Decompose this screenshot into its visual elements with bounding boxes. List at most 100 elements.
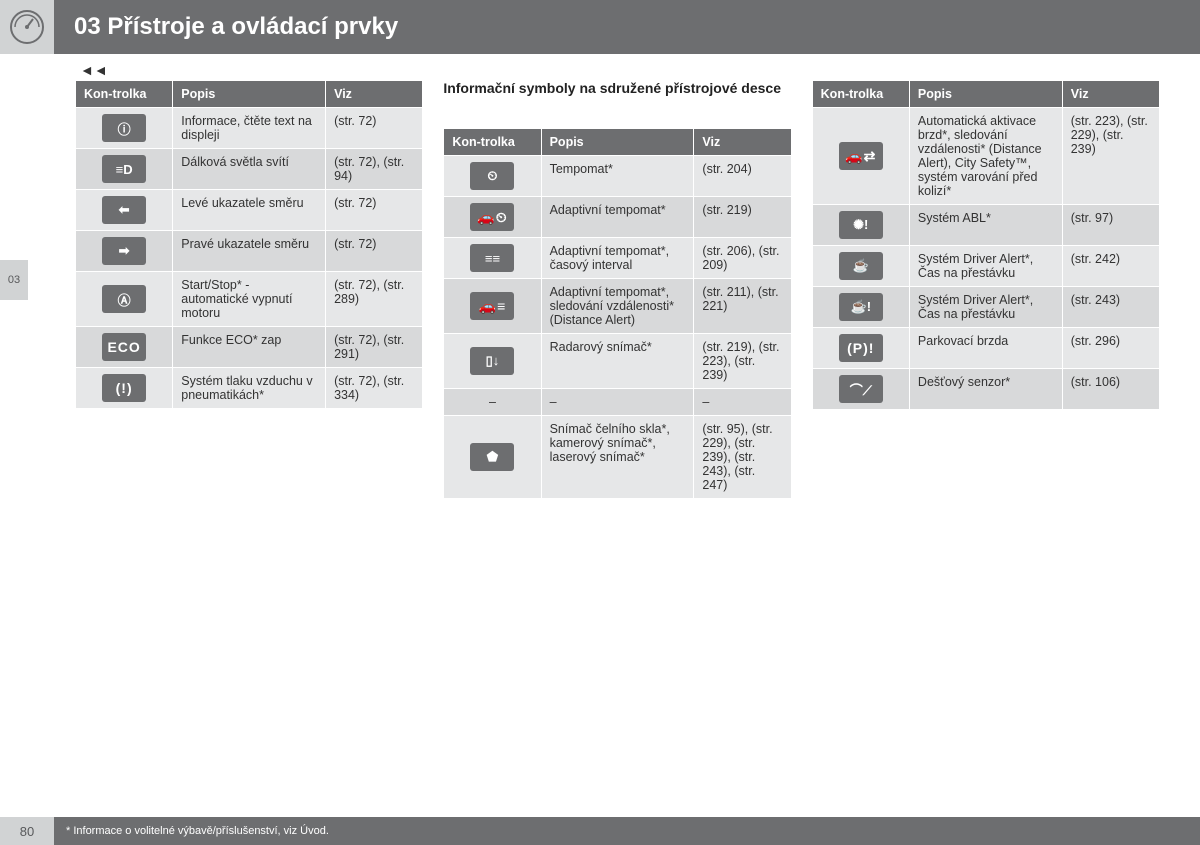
th-popis: Popis bbox=[909, 81, 1062, 108]
indicator-icon-cell: 🚗⇄ bbox=[812, 108, 909, 205]
page-title: 03 Přístroje a ovládací prvky bbox=[74, 13, 398, 41]
ref-cell: (str. 72), (str. 289) bbox=[326, 272, 423, 327]
th-viz: Viz bbox=[326, 81, 423, 108]
indicator-icon-cell: ⬅ bbox=[76, 190, 173, 231]
indicator-icon-cell: 🚗⏲ bbox=[444, 197, 541, 238]
indicator-symbol-icon: ≡≡ bbox=[470, 244, 514, 272]
indicator-icon-cell: (!) bbox=[76, 368, 173, 409]
indicator-icon-cell: ➡ bbox=[76, 231, 173, 272]
desc-cell: Funkce ECO* zap bbox=[173, 327, 326, 368]
indicator-symbol-icon: 🚗⇄ bbox=[839, 142, 883, 170]
indicator-icon-cell: ☕! bbox=[812, 287, 909, 328]
middle-heading: Informační symboly na sdružené přístrojo… bbox=[443, 80, 791, 120]
indicator-symbol-icon: ⌒⟋ bbox=[839, 375, 883, 403]
desc-cell: Systém ABL* bbox=[909, 205, 1062, 246]
indicator-symbol-icon: ⏲ bbox=[470, 162, 514, 190]
gauge-icon bbox=[0, 0, 54, 54]
ref-cell: (str. 243) bbox=[1062, 287, 1159, 328]
desc-cell: Tempomat* bbox=[541, 156, 694, 197]
indicator-symbol-icon: Ⓐ bbox=[102, 285, 146, 313]
table-row: ⬅Levé ukazatele směru(str. 72) bbox=[76, 190, 423, 231]
table-left: Kon-trolka Popis Viz ⓘInformace, čtěte t… bbox=[75, 80, 423, 409]
ref-cell: (str. 72) bbox=[326, 108, 423, 149]
desc-cell: Systém Driver Alert*, Čas na přestávku bbox=[909, 246, 1062, 287]
table-row: (P)! Parkovací brzda(str. 296) bbox=[812, 328, 1159, 369]
indicator-icon-cell: Ⓐ bbox=[76, 272, 173, 327]
ref-cell: (str. 204) bbox=[694, 156, 791, 197]
page-header: 03 Přístroje a ovládací prvky bbox=[0, 0, 1200, 54]
desc-cell: Snímač čelního skla*, kamerový snímač*, … bbox=[541, 416, 694, 499]
table-row: ECOFunkce ECO* zap(str. 72), (str. 291) bbox=[76, 327, 423, 368]
content-area: Kon-trolka Popis Viz ⓘ Informace, čtěte t… bbox=[75, 80, 1160, 499]
desc-cell: Systém Driver Alert*, Čas na přestávku bbox=[909, 287, 1062, 328]
ref-cell: (str. 72), (str. 291) bbox=[326, 327, 423, 368]
ref-cell: (str. 95), (str. 229), (str. 239), (str.… bbox=[694, 416, 791, 499]
indicator-symbol-icon: ☕! bbox=[839, 293, 883, 321]
table-row: ≡DDálková světla svítí(str. 72), (str. 9… bbox=[76, 149, 423, 190]
indicator-symbol-icon: 🚗≡ bbox=[470, 292, 514, 320]
indicator-symbol-icon: ⓘ bbox=[102, 114, 146, 142]
desc-cell: Dešťový senzor* bbox=[909, 369, 1062, 410]
ref-cell: (str. 211), (str. 221) bbox=[694, 279, 791, 334]
indicator-symbol-icon: 🚗⏲ bbox=[470, 203, 514, 231]
desc-cell: Informace, čtěte text na displeji bbox=[173, 108, 326, 149]
column-left: Kon-trolka Popis Viz ⓘInformace, čtěte t… bbox=[75, 80, 423, 499]
ref-cell: (str. 97) bbox=[1062, 205, 1159, 246]
indicator-icon-cell: 🚗≡ bbox=[444, 279, 541, 334]
table-row: 🚗≡ Adaptivní tempomat*, sledování vzdálen… bbox=[444, 279, 791, 334]
table-middle: Kon-trolka Popis Viz ⏲Tempomat*(str. 204… bbox=[443, 128, 791, 499]
indicator-icon-cell: ⏲ bbox=[444, 156, 541, 197]
indicator-symbol-icon: ⬟ bbox=[470, 443, 514, 471]
ref-cell: (str. 219) bbox=[694, 197, 791, 238]
th-kontrolka: Kon-trolka bbox=[76, 81, 173, 108]
indicator-symbol-icon: (!) bbox=[102, 374, 146, 402]
indicator-symbol-icon: ▯↓ bbox=[470, 347, 514, 375]
ref-cell: (str. 296) bbox=[1062, 328, 1159, 369]
th-popis: Popis bbox=[541, 129, 694, 156]
indicator-symbol-icon: ➡ bbox=[102, 237, 146, 265]
table-row: ✺! Systém ABL*(str. 97) bbox=[812, 205, 1159, 246]
indicator-symbol-icon: ⬅ bbox=[102, 196, 146, 224]
indicator-symbol-icon: ≡D bbox=[102, 155, 146, 183]
desc-cell: Adaptivní tempomat*, časový interval bbox=[541, 238, 694, 279]
desc-cell: Pravé ukazatele směru bbox=[173, 231, 326, 272]
ref-cell: (str. 72), (str. 334) bbox=[326, 368, 423, 409]
table-row: Ⓐ Start/Stop* - automatické vypnutí motor… bbox=[76, 272, 423, 327]
desc-cell: Automatická aktivace brzd*, sledování vz… bbox=[909, 108, 1062, 205]
table-row: 🚗⇄ Automatická aktivace brzd*, sledování … bbox=[812, 108, 1159, 205]
indicator-icon-cell: (P)! bbox=[812, 328, 909, 369]
indicator-icon-cell: ✺! bbox=[812, 205, 909, 246]
desc-cell: Adaptivní tempomat* bbox=[541, 197, 694, 238]
th-viz: Viz bbox=[1062, 81, 1159, 108]
indicator-icon-cell: ⌒⟋ bbox=[812, 369, 909, 410]
indicator-symbol-icon: (P)! bbox=[839, 334, 883, 362]
desc-cell: Start/Stop* - automatické vypnutí motoru bbox=[173, 272, 326, 327]
indicator-icon-cell: ECO bbox=[76, 327, 173, 368]
table-row: (!)Systém tlaku vzduchu v pneumatikách*(… bbox=[76, 368, 423, 409]
table-row: ▯↓ Radarový snímač*(str. 219), (str. 223)… bbox=[444, 334, 791, 389]
th-kontrolka: Kon-trolka bbox=[812, 81, 909, 108]
footer-note: * Informace o volitelné výbavě/příslušen… bbox=[66, 825, 329, 837]
nav-prev-icon: ◄◄ bbox=[80, 62, 108, 78]
page-footer: 80 * Informace o volitelné výbavě/příslu… bbox=[0, 817, 1200, 845]
ref-cell: (str. 242) bbox=[1062, 246, 1159, 287]
ref-cell: (str. 219), (str. 223), (str. 239) bbox=[694, 334, 791, 389]
desc-cell: Parkovací brzda bbox=[909, 328, 1062, 369]
desc-cell: Dálková světla svítí bbox=[173, 149, 326, 190]
desc-cell: Radarový snímač* bbox=[541, 334, 694, 389]
ref-cell: (str. 106) bbox=[1062, 369, 1159, 410]
ref-cell: (str. 223), (str. 229), (str. 239) bbox=[1062, 108, 1159, 205]
table-row: ⏲ Tempomat*(str. 204) bbox=[444, 156, 791, 197]
table-row: ⬟ Snímač čelního skla*, kamerový snímač*,… bbox=[444, 416, 791, 499]
indicator-icon-cell: ⓘ bbox=[76, 108, 173, 149]
table-row: ☕ Systém Driver Alert*, Čas na přestávku(… bbox=[812, 246, 1159, 287]
page-number: 80 bbox=[0, 817, 54, 845]
indicator-icon-cell: ≡≡ bbox=[444, 238, 541, 279]
column-middle: Informační symboly na sdružené přístrojo… bbox=[443, 80, 791, 499]
section-tab: 03 bbox=[0, 260, 28, 300]
indicator-symbol-icon: ☕ bbox=[839, 252, 883, 280]
table-row: 🚗⏲ Adaptivní tempomat*(str. 219) bbox=[444, 197, 791, 238]
table-row: ☕! Systém Driver Alert*, Čas na přestávku… bbox=[812, 287, 1159, 328]
desc-cell: Adaptivní tempomat*, sledování vzdálenos… bbox=[541, 279, 694, 334]
indicator-symbol-icon: ✺! bbox=[839, 211, 883, 239]
